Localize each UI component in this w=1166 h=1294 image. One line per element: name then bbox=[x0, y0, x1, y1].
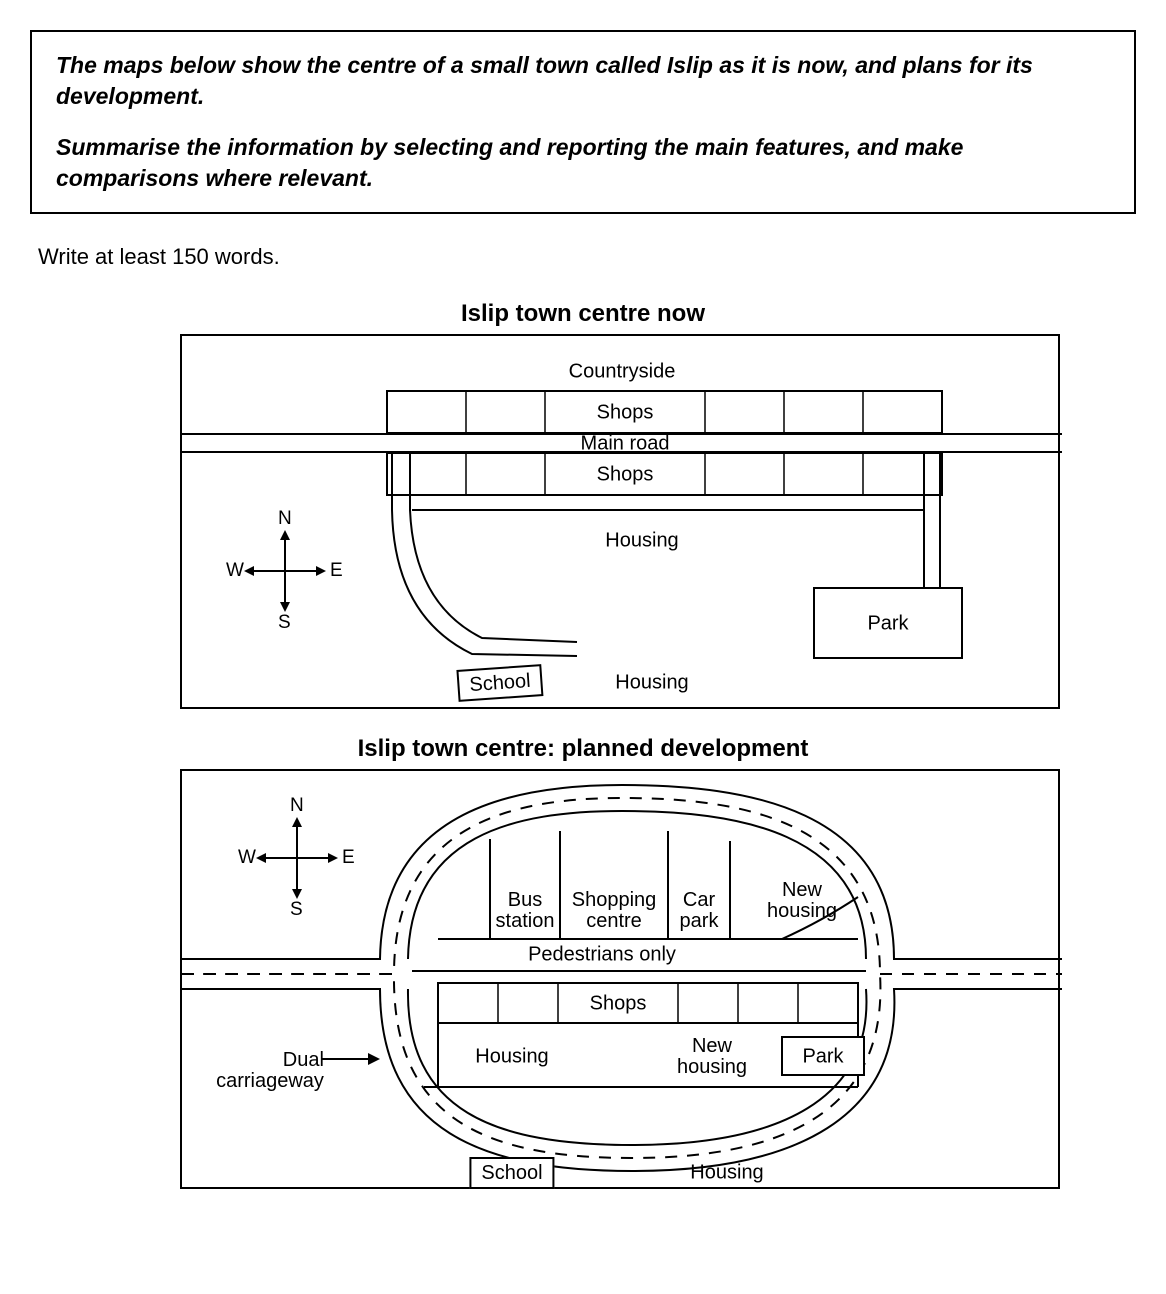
map2-shopping-centre-label: Shopping centre bbox=[572, 890, 657, 932]
word-count-instruction: Write at least 150 words. bbox=[38, 244, 1136, 270]
compass-e: E bbox=[342, 847, 355, 869]
map2-pedestrians-only-label: Pedestrians only bbox=[528, 945, 676, 966]
map1-shops-bottom-label: Shops bbox=[597, 465, 654, 486]
map1-frame: Countryside Shops Main road Shops Housin… bbox=[180, 334, 1060, 709]
map2-shops-label: Shops bbox=[590, 994, 647, 1015]
prompt-para-2: Summarise the information by selecting a… bbox=[56, 132, 1110, 194]
map2-new-housing-ne-label: New housing bbox=[767, 880, 837, 922]
map2-frame: Bus station Shopping centre Car park New… bbox=[180, 769, 1060, 1189]
map2-housing-left-label: Housing bbox=[475, 1047, 548, 1068]
map2-car-park-label: Car park bbox=[680, 890, 719, 932]
map1-main-road-label: Main road bbox=[581, 434, 670, 455]
compass-n: N bbox=[278, 508, 292, 530]
map2-title: Islip town centre: planned development bbox=[30, 735, 1136, 763]
map2-school-box: School bbox=[469, 1157, 554, 1189]
map2-new-housing-label: New housing bbox=[677, 1036, 747, 1078]
map2-park-label: Park bbox=[802, 1047, 843, 1068]
compass-s: S bbox=[278, 612, 291, 634]
task-prompt-box: The maps below show the centre of a smal… bbox=[30, 30, 1136, 214]
compass-e: E bbox=[330, 560, 343, 582]
map1-housing-upper-label: Housing bbox=[605, 531, 678, 552]
prompt-para-1: The maps below show the centre of a smal… bbox=[56, 50, 1110, 112]
map2-compass: N S W E bbox=[242, 803, 352, 913]
compass-w: W bbox=[238, 847, 256, 869]
compass-s: S bbox=[290, 899, 303, 921]
map2-bus-station-label: Bus station bbox=[496, 890, 555, 932]
map1-countryside-label: Countryside bbox=[569, 362, 676, 383]
map1-housing-lower-label: Housing bbox=[615, 673, 688, 694]
map1-title: Islip town centre now bbox=[30, 300, 1136, 328]
compass-w: W bbox=[226, 560, 244, 582]
map2-dual-carriageway-label: Dual carriageway bbox=[216, 1050, 324, 1092]
map1-shops-top-label: Shops bbox=[597, 403, 654, 424]
map1-school-box: School bbox=[456, 664, 543, 702]
map1-park-label: Park bbox=[867, 614, 908, 635]
map2-housing-bottom-label: Housing bbox=[690, 1163, 763, 1184]
map1-compass: N S W E bbox=[230, 516, 340, 626]
compass-n: N bbox=[290, 795, 304, 817]
